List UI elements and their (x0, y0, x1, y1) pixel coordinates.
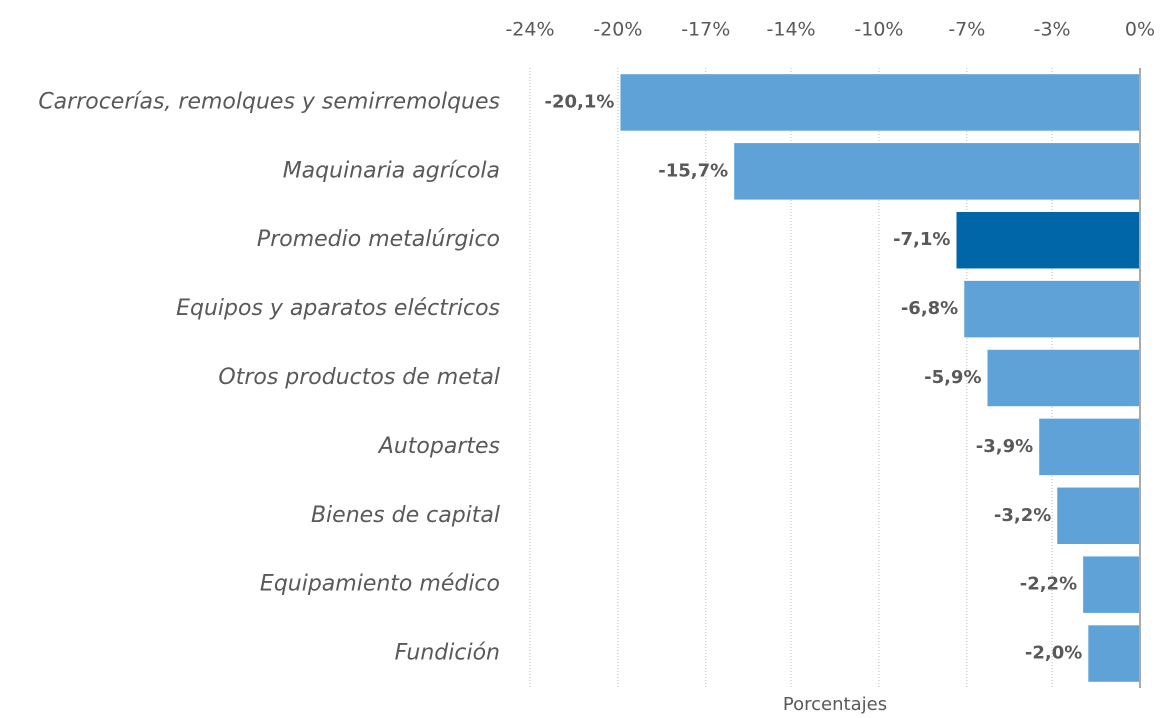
bar (964, 280, 1140, 338)
y-tick-label: Equipamiento médico (260, 572, 500, 597)
x-tick-label: 0% (1125, 19, 1155, 41)
x-tick-label: -10% (854, 19, 903, 41)
bar (734, 143, 1140, 200)
y-tick-label: Fundición (395, 641, 500, 666)
value-label: -2,0% (1025, 643, 1082, 664)
y-tick-label: Maquinaria agrícola (283, 158, 500, 183)
x-tick-label: -14% (767, 19, 816, 41)
x-tick-label: -7% (948, 19, 985, 41)
value-label: -6,8% (901, 298, 958, 319)
x-axis-label: Porcentajes (783, 694, 887, 715)
value-label: -3,2% (994, 505, 1051, 526)
bar (1039, 418, 1140, 476)
x-tick-label: -3% (1034, 19, 1071, 41)
value-label: -20,1% (545, 91, 615, 112)
value-label: -2,2% (1020, 574, 1077, 595)
value-label: -7,1% (893, 229, 950, 250)
value-label: -5,9% (924, 367, 981, 388)
x-tick-label: -17% (681, 19, 730, 41)
bar (1057, 487, 1140, 545)
bar (620, 74, 1140, 131)
bar (1088, 625, 1140, 682)
y-tick-label: Promedio metalúrgico (257, 227, 500, 252)
x-tick-label: -20% (593, 19, 642, 41)
bar (987, 349, 1140, 407)
y-tick-label: Autopartes (377, 434, 500, 459)
y-tick-label: Equipos y aparatos eléctricos (176, 296, 500, 321)
value-label: -3,9% (976, 436, 1033, 457)
y-tick-label: Bienes de capital (311, 503, 500, 528)
bar (956, 211, 1140, 269)
x-tick-label: -24% (505, 19, 554, 41)
value-label: -15,7% (658, 160, 728, 181)
y-tick-label: Carrocerías, remolques y semirremolques (38, 89, 500, 114)
y-tick-label: Otros productos de metal (218, 365, 500, 390)
bar (1083, 556, 1140, 613)
